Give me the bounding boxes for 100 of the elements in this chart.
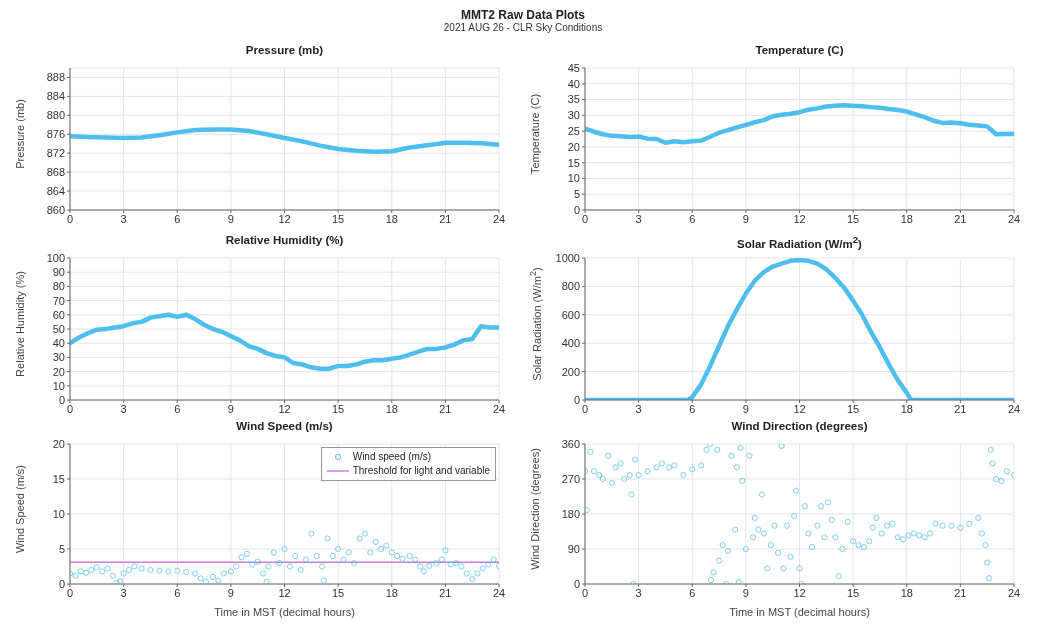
- y-tick-label: 10: [567, 172, 580, 185]
- x-tick-label: 15: [332, 212, 345, 225]
- x-tick-label: 3: [635, 586, 642, 599]
- legend-label: Threshold for light and variable: [352, 464, 490, 478]
- y-tick-label: 70: [52, 294, 65, 307]
- x-tick-label: 0: [581, 402, 589, 415]
- y-tick-label: 20: [567, 140, 580, 153]
- x-tick-label: 6: [689, 586, 696, 599]
- x-tick-label: 24: [1007, 586, 1021, 599]
- y-tick-label: 15: [52, 472, 65, 485]
- chart-title: Relative Humidity (%): [225, 234, 344, 246]
- x-tick-label: 9: [742, 586, 749, 599]
- y-tick-label: 200: [561, 365, 580, 378]
- x-tick-label: 24: [1007, 402, 1021, 415]
- x-tick-label: 21: [954, 212, 967, 225]
- x-tick-label: 18: [385, 402, 398, 415]
- x-tick-label: 3: [120, 586, 127, 599]
- y-tick-label: 40: [52, 337, 65, 350]
- y-tick-label: 876: [46, 128, 65, 141]
- x-tick-label: 21: [439, 402, 452, 415]
- y-tick-label: 864: [46, 184, 65, 197]
- y-tick-label: 45: [567, 61, 580, 74]
- y-tick-label: 0: [573, 393, 580, 406]
- x-tick-label: 0: [581, 212, 589, 225]
- x-tick-label: 12: [793, 586, 806, 599]
- y-tick-label: 20: [52, 437, 65, 450]
- chart-title: Temperature (C): [755, 44, 844, 56]
- y-tick-label: 180: [561, 507, 580, 520]
- y-tick-label: 872: [46, 147, 65, 160]
- y-tick-label: 884: [46, 90, 65, 103]
- y-tick-label: 90: [567, 542, 580, 555]
- y-tick-label: 270: [561, 472, 580, 485]
- x-tick-label: 12: [278, 212, 291, 225]
- x-tick-label: 9: [227, 586, 234, 599]
- y-tick-label: 5: [58, 542, 65, 555]
- x-tick-label: 9: [227, 212, 234, 225]
- x-tick-label: 9: [227, 402, 234, 415]
- chart-title: Pressure (mb): [245, 44, 324, 56]
- text: 2021 AUG 26 - CLR Sky Conditions: [443, 22, 603, 33]
- y-tick-label: 888: [46, 71, 65, 84]
- x-tick-label: 15: [332, 586, 345, 599]
- x-tick-label: 0: [66, 212, 74, 225]
- x-tick-label: 18: [900, 402, 913, 415]
- y-tick-label: 35: [567, 93, 580, 106]
- y-tick-label: 60: [52, 308, 65, 321]
- y-tick-label: 40: [567, 77, 580, 90]
- x-tick-label: 24: [492, 212, 506, 225]
- x-tick-label: 9: [742, 212, 749, 225]
- chart-title: Solar Radiation (W/m$^{2}$): [737, 234, 862, 250]
- x-tick-label: 3: [635, 402, 642, 415]
- x-tick-label: 18: [385, 586, 398, 599]
- x-tick-label: 15: [847, 586, 860, 599]
- x-tick-label: 18: [900, 586, 913, 599]
- y-tick-label: 400: [561, 337, 580, 350]
- x-tick-label: 6: [689, 402, 696, 415]
- x-tick-label: 9: [742, 402, 749, 415]
- y-tick-label: 80: [52, 280, 65, 293]
- x-tick-label: 3: [120, 402, 127, 415]
- y-tick-label: 880: [46, 109, 65, 122]
- y-tick-label: 360: [561, 437, 580, 450]
- x-tick-label: 21: [439, 212, 452, 225]
- x-tick-label: 21: [954, 586, 967, 599]
- x-tick-label: 15: [847, 212, 860, 225]
- y-tick-label: 868: [46, 166, 65, 179]
- x-tick-label: 18: [385, 212, 398, 225]
- y-axis-title: Relative Humidity (%): [14, 271, 26, 377]
- x-tick-label: 6: [174, 402, 181, 415]
- y-tick-label: 90: [52, 266, 65, 279]
- chart-title: Wind Speed (m/s): [236, 420, 333, 432]
- y-axis-title: Pressure (mb): [14, 99, 26, 169]
- y-axis-title: Wind Direction (degrees): [529, 448, 541, 570]
- y-tick-label: 25: [567, 125, 580, 138]
- y-tick-label: 0: [573, 577, 580, 590]
- y-tick-label: 50: [52, 322, 65, 335]
- x-tick-label: 3: [635, 212, 642, 225]
- x-tick-label: 6: [689, 212, 696, 225]
- y-axis-title: Temperature (C): [529, 93, 541, 175]
- y-tick-label: 5: [573, 188, 580, 201]
- x-tick-label: 6: [174, 212, 181, 225]
- x-tick-label: 12: [793, 212, 806, 225]
- y-tick-label: 860: [46, 203, 65, 216]
- chart-title: Wind Direction (degrees): [731, 420, 868, 432]
- x-tick-label: 24: [492, 402, 506, 415]
- y-tick-label: 10: [52, 379, 65, 392]
- x-axis-title: Time in MST (decimal hours): [729, 606, 870, 618]
- x-axis-title: Time in MST (decimal hours): [214, 606, 355, 618]
- y-tick-label: 0: [58, 393, 65, 406]
- x-tick-label: 21: [439, 586, 452, 599]
- y-tick-label: 800: [561, 280, 580, 293]
- y-tick-label: 0: [58, 577, 65, 590]
- y-tick-label: 20: [52, 365, 65, 378]
- legend-label: Wind speed (m/s): [352, 450, 432, 464]
- y-tick-label: 10: [52, 507, 65, 520]
- x-tick-label: 0: [581, 586, 589, 599]
- x-tick-label: 24: [1007, 212, 1021, 225]
- text: MMT2 Raw Data Plots: [460, 8, 586, 22]
- x-tick-label: 15: [847, 402, 860, 415]
- y-tick-label: 1000: [555, 251, 580, 264]
- x-tick-label: 6: [174, 586, 181, 599]
- y-tick-label: 600: [561, 308, 580, 321]
